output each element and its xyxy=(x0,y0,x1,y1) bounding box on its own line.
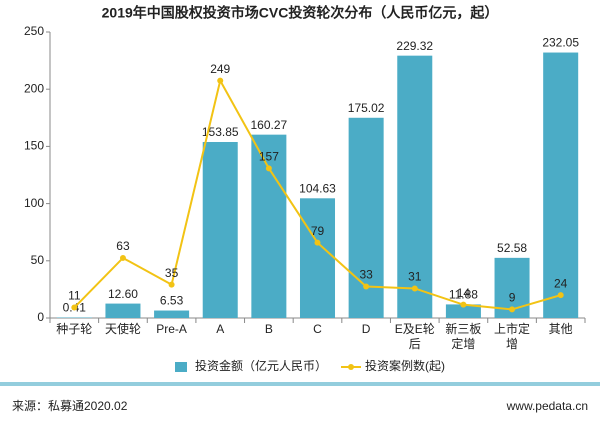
website: www.pedata.cn xyxy=(506,399,588,413)
x-tick-label: Pre-A xyxy=(156,322,187,336)
y-tick-label: 150 xyxy=(24,139,44,153)
x-tick-label: 种子轮 xyxy=(56,322,92,336)
line-point xyxy=(71,305,77,311)
bar-value-label: 6.53 xyxy=(160,294,184,308)
line-point xyxy=(266,165,272,171)
bar-value-label: 175.02 xyxy=(348,101,385,115)
line-point xyxy=(315,240,321,246)
line-value-label: 24 xyxy=(554,276,568,290)
line-point xyxy=(412,285,418,291)
x-tick-label: 上市定增 xyxy=(494,321,530,351)
legend-label: 投资金额（亿元人民币） xyxy=(195,358,327,373)
x-tick-label: E及E轮后 xyxy=(395,322,435,351)
chart-title: 2019年中国股权投资市场CVC投资轮次分布（人民币亿元，起） xyxy=(102,5,499,21)
bar-value-label: 104.63 xyxy=(299,181,336,195)
x-tick-label: B xyxy=(265,322,273,336)
bar-value-label: 52.58 xyxy=(497,241,527,255)
line-value-label: 33 xyxy=(359,268,373,282)
bar-value-label: 160.27 xyxy=(251,118,288,132)
x-tick-label: C xyxy=(313,322,322,336)
x-tick-label: D xyxy=(362,322,371,336)
bar-value-label: 12.60 xyxy=(108,287,138,301)
line-point xyxy=(558,292,564,298)
y-tick-label: 100 xyxy=(24,196,44,210)
legend-swatch xyxy=(175,362,187,372)
y-tick-label: 200 xyxy=(24,81,44,95)
bar-value-label: 232.05 xyxy=(542,36,579,50)
line-point xyxy=(363,284,369,290)
line-value-label: 35 xyxy=(165,266,179,280)
divider xyxy=(0,382,600,386)
bar-value-label: 229.32 xyxy=(396,39,433,53)
bar xyxy=(154,311,189,318)
bar xyxy=(203,142,238,318)
x-tick-label: A xyxy=(216,322,224,336)
line-point xyxy=(460,302,466,308)
x-tick-label: 天使轮 xyxy=(105,321,141,336)
source: 来源：私募通2020.02 xyxy=(12,399,128,413)
y-tick-label: 0 xyxy=(37,310,44,324)
line-value-label: 9 xyxy=(509,291,516,305)
bar xyxy=(105,304,140,318)
line-point xyxy=(509,306,515,312)
y-tick-label: 50 xyxy=(31,253,45,267)
line-value-label: 63 xyxy=(116,239,130,253)
line-point xyxy=(169,282,175,288)
y-tick-label: 250 xyxy=(24,24,44,38)
line-value-label: 249 xyxy=(210,62,230,76)
line-point xyxy=(217,78,223,84)
line-value-label: 11 xyxy=(68,289,81,303)
bar xyxy=(300,198,335,318)
legend-swatch xyxy=(348,364,354,370)
line-value-label: 14 xyxy=(457,286,471,300)
line-value-label: 31 xyxy=(408,270,422,284)
legend-label: 投资案例数(起) xyxy=(365,358,445,373)
x-tick-label: 新三板定增 xyxy=(445,321,481,351)
line-point xyxy=(120,255,126,261)
x-tick-label: 其他 xyxy=(549,322,573,336)
line-value-label: 157 xyxy=(259,149,279,163)
line-value-label: 79 xyxy=(311,224,325,238)
